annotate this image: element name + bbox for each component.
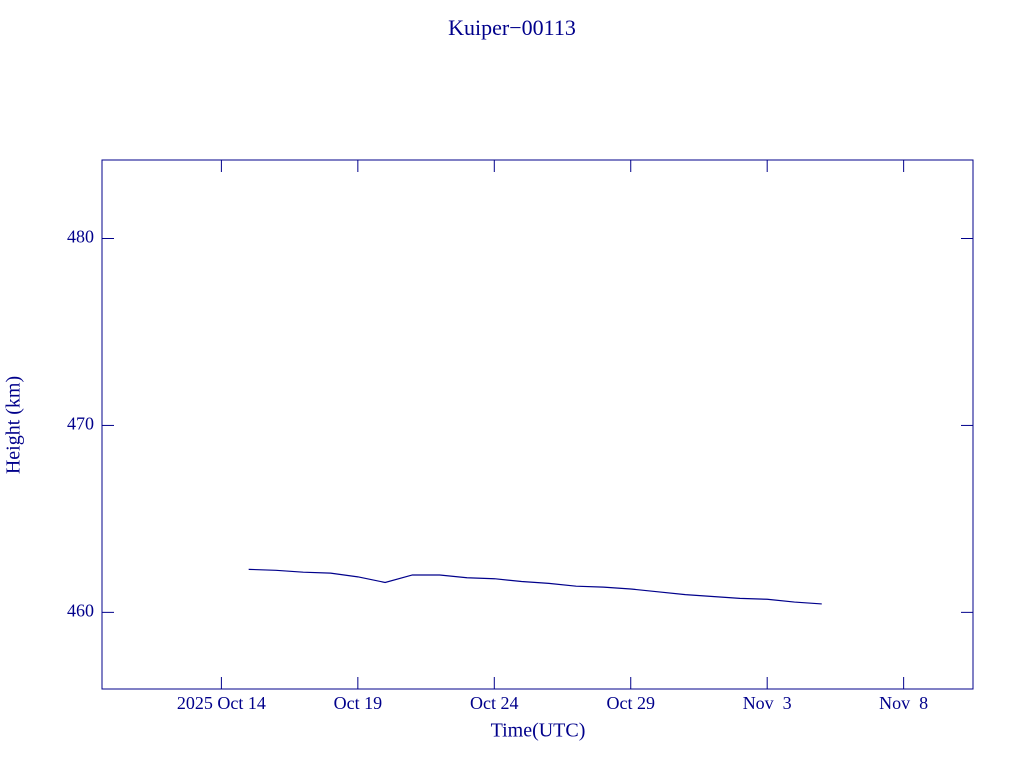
x-tick-label: Nov 3 <box>743 693 792 713</box>
x-tick-label: Oct 19 <box>334 693 383 713</box>
chart-title: Kuiper−00113 <box>448 15 576 40</box>
x-tick-label: 2025 Oct 14 <box>177 693 266 713</box>
x-tick-label: Nov 8 <box>879 693 928 713</box>
y-tick-label: 470 <box>67 414 94 434</box>
plot-frame <box>101 159 974 690</box>
x-axis-label: Time(UTC) <box>491 720 586 742</box>
x-tick-label: Oct 29 <box>606 693 655 713</box>
data-line <box>248 568 822 605</box>
y-tick-label: 480 <box>67 227 94 247</box>
y-tick-label: 460 <box>67 600 94 620</box>
x-tick-label: Oct 24 <box>470 693 519 713</box>
y-axis-label: Height (km) <box>3 376 25 474</box>
